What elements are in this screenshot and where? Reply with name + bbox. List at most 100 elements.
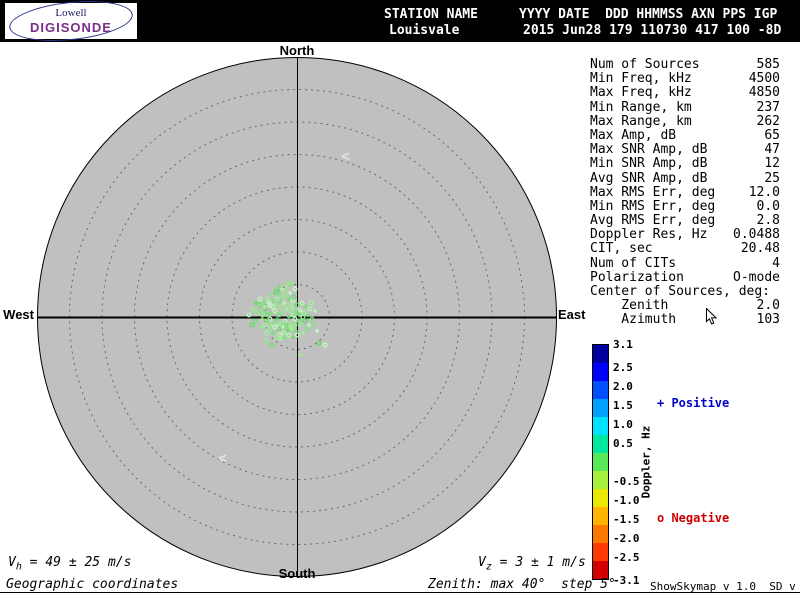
source-point-negative [322, 342, 328, 348]
source-point-negative [283, 288, 289, 294]
stats-label: Avg RMS Err, deg [590, 213, 716, 229]
stats-row: Max Range, km 262 [590, 114, 780, 129]
source-point-negative [269, 342, 275, 348]
stats-value: 2.8 [756, 213, 780, 229]
header-fields-value: 2015 Jun28 179 110730 417 100 -8D [523, 23, 782, 38]
vertical-velocity-value: Vz = 3 ± 1 m/s [478, 555, 586, 573]
colorbar-segment [593, 381, 608, 399]
stats-label: CIT, sec [590, 241, 653, 257]
source-point-negative [276, 326, 282, 332]
window-bottom-border [0, 592, 800, 593]
source-point-negative [273, 288, 279, 294]
source-point-negative [267, 302, 273, 308]
stats-value: 20.48 [740, 241, 780, 257]
source-point-negative [301, 310, 307, 316]
source-point-negative [316, 340, 322, 346]
source-point-negative [271, 320, 277, 326]
colorbar-tick-label: 3.1 [613, 338, 633, 351]
stats-row: Doppler Res, Hz 0.0488 [590, 228, 780, 242]
logo-lowell-text: Lowell [55, 7, 87, 19]
stats-label: Min Range, km [590, 99, 692, 115]
colorbar-ticks: 3.1 2.5 2.0 1.5 1.0 0.5 -0.5 -1.0 -1.5 -2.0 -2.5 -3… [613, 339, 649, 586]
source-point-negative [260, 312, 266, 318]
stats-label: Num of Sources [590, 57, 700, 72]
source-point-positive [311, 322, 317, 328]
stats-row: Azimuth 103 [590, 313, 780, 327]
source-point-positive [306, 322, 312, 328]
source-point-negative [288, 280, 294, 286]
colorbar-tick-label: -1.5 [613, 513, 640, 527]
stats-panel: Num of Sources 585 Min Freq, kHz 4500 Max Fr… [590, 57, 780, 328]
source-point-positive [290, 334, 296, 340]
source-point-positive [287, 290, 293, 296]
stats-label: Azimuth [590, 312, 677, 328]
source-point-positive [287, 320, 293, 326]
source-point-negative [288, 308, 294, 314]
source-point-negative [257, 296, 263, 302]
source-point-positive [286, 296, 292, 302]
negative-doppler-legend: o Negative [657, 511, 730, 525]
software-version-label: ShowSkymap v 1.0 SD v 5.1 [650, 580, 796, 593]
source-point-negative [272, 324, 278, 330]
compass-south-label: South [278, 566, 316, 581]
source-point-negative [254, 310, 260, 316]
stats-row: Max Amp, dB 65 [590, 127, 780, 143]
source-point-positive [312, 308, 318, 314]
source-point-positive [297, 352, 303, 358]
stats-label: Min Freq, kHz [590, 71, 692, 87]
source-point-positive [258, 324, 264, 330]
colorbar-tick-label: 1.0 [613, 417, 633, 431]
source-point-negative [297, 322, 303, 328]
stats-row: Min Freq, kHz 4500 [590, 71, 780, 87]
source-point-negative [285, 302, 291, 308]
stats-label: Min RMS Err, deg [590, 198, 716, 214]
source-point-positive [268, 322, 274, 328]
compass-north-label: North [279, 43, 315, 58]
source-point-negative [250, 306, 256, 312]
colorbar-segment [593, 435, 608, 453]
stats-row: Max RMS Err, deg 12.0 [590, 184, 780, 200]
source-point-negative [264, 312, 270, 318]
stats-row: CIT, sec 20.48 [590, 242, 780, 256]
stats-label: Num of CITs [590, 255, 677, 271]
source-point-negative [261, 300, 267, 306]
source-point-negative [292, 286, 298, 292]
colorbar-segment [593, 507, 608, 525]
colorbar-segment [593, 525, 608, 543]
source-point-negative [293, 310, 299, 316]
source-point-negative [263, 338, 269, 344]
source-point-negative [302, 318, 308, 324]
source-point-positive [295, 306, 301, 312]
source-point-positive [303, 304, 309, 310]
source-point-negative [280, 310, 286, 316]
stats-label: Max Amp, dB [590, 127, 677, 143]
source-point-negative [258, 308, 264, 314]
colorbar-segment [593, 453, 608, 471]
source-point-negative [290, 298, 296, 304]
stats-label: Max RMS Err, deg [590, 184, 716, 200]
source-point-negative [279, 320, 285, 326]
colorbar-tick-label: -2.5 [613, 551, 640, 565]
stats-label: Avg SNR Amp, dB [590, 170, 708, 186]
stats-value: 12 [764, 156, 780, 172]
source-point-negative [299, 300, 305, 306]
stats-row: Max SNR Amp, dB 47 [590, 142, 780, 157]
mouse-cursor-icon [706, 308, 717, 325]
source-point-negative [274, 296, 280, 302]
compass-west-label: West [3, 307, 34, 322]
stats-value: 4850 [748, 85, 780, 101]
source-point-positive [259, 316, 265, 322]
colorbar-tick-label: 2.5 [613, 360, 633, 374]
source-point-negative [291, 294, 297, 300]
source-point-negative [284, 282, 290, 288]
source-point-negative [282, 334, 288, 340]
stats-value: 0.0 [756, 198, 780, 214]
stats-row: Min RMS Err, deg 0.0 [590, 198, 780, 214]
stats-value: 4500 [748, 71, 780, 87]
source-point-negative [307, 306, 313, 312]
source-point-positive [300, 330, 306, 336]
colorbar-tick-label: -0.5 [613, 475, 640, 489]
source-point-negative [274, 334, 280, 340]
source-point-negative [294, 332, 300, 338]
source-point-positive [262, 304, 268, 310]
